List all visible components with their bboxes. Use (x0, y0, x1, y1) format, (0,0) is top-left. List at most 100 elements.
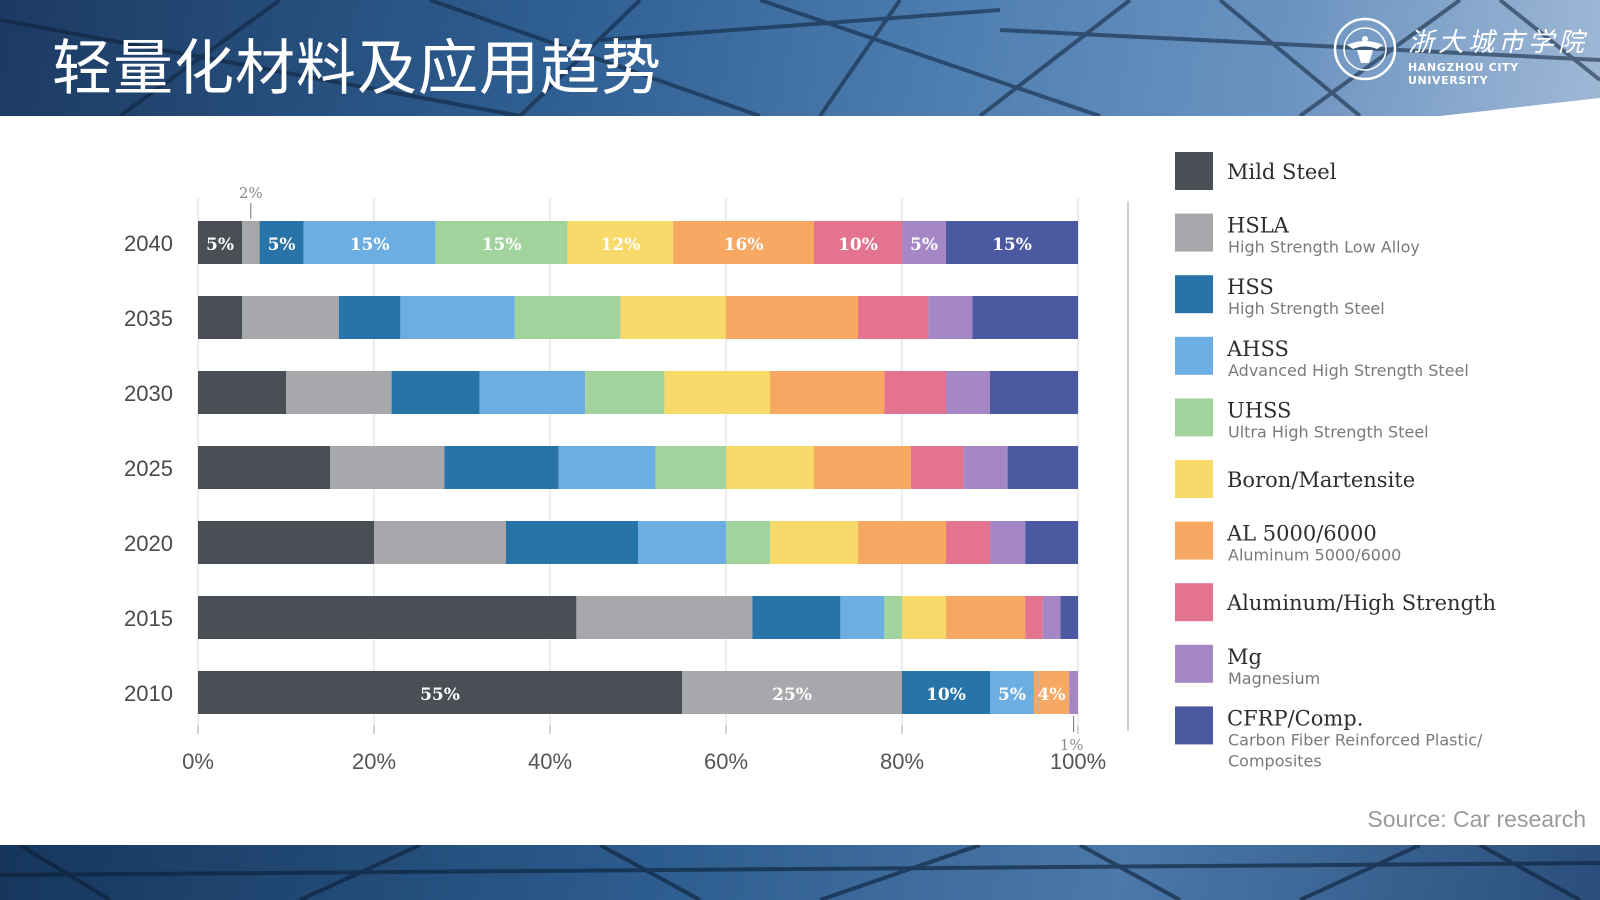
bar-segment (1025, 521, 1078, 564)
bar-segment (928, 296, 973, 339)
university-name-en: HANGZHOU CITY UNIVERSITY (1408, 61, 1519, 87)
bar-segment (752, 596, 841, 639)
legend-swatch (1175, 336, 1213, 375)
bar-segment (330, 446, 445, 489)
legend-swatch (1175, 521, 1213, 560)
university-seal-icon (1333, 17, 1397, 81)
bar-segment (990, 371, 1078, 414)
x-tick-label: 0% (182, 749, 214, 774)
bar-segment (902, 596, 946, 639)
legend-subtitle: Aluminum 5000/6000 (1228, 546, 1401, 565)
bar-segment (946, 221, 1078, 264)
bar-segment (638, 521, 726, 564)
data-label: 5% (998, 685, 1026, 705)
data-label: 15% (350, 235, 390, 255)
bar-segment (198, 371, 286, 414)
legend-swatch (1175, 644, 1213, 683)
bar-segment (374, 521, 506, 564)
data-label: 5% (910, 235, 938, 255)
data-label: 4% (1038, 685, 1066, 705)
legend-swatch (1175, 275, 1213, 314)
category-label: 2020 (124, 531, 173, 556)
category-label: 2040 (124, 231, 173, 256)
bar-segment (585, 371, 665, 414)
bar-segment (1042, 596, 1061, 639)
data-label: 5% (206, 235, 234, 255)
bar-segment (726, 521, 770, 564)
bar-segment (884, 596, 902, 639)
bar-segment (514, 296, 621, 339)
annotation-label: 2% (239, 184, 263, 202)
bar-segment (198, 296, 242, 339)
legend-subtitle: Carbon Fiber Reinforced Plastic/ (1228, 730, 1483, 749)
bar-segment (902, 671, 990, 714)
legend-subtitle: Magnesium (1228, 669, 1320, 688)
legend-label: UHSS (1227, 398, 1291, 422)
bar-segment (946, 371, 990, 414)
bar-segment (884, 371, 946, 414)
bar-segment (972, 296, 1078, 339)
legend-swatch (1175, 398, 1213, 437)
data-label: 12% (600, 235, 640, 255)
legend-label: AL 5000/6000 (1226, 522, 1377, 546)
data-label: 15% (992, 235, 1032, 255)
bar-segment (1060, 596, 1078, 639)
legend-swatch (1175, 583, 1213, 622)
category-label: 2025 (124, 456, 173, 481)
data-label: 15% (482, 235, 522, 255)
data-label: 16% (724, 235, 764, 255)
bar-segment (338, 296, 401, 339)
bar-segment (391, 371, 480, 414)
category-label: 2010 (124, 681, 173, 706)
materials-stacked-bar-chart: 0% 20% 40% 60% 80% 100% 2040 5% 5% 15% 15% 12% 16% 10… (124, 152, 1496, 774)
source-note: Source: Car research (1367, 806, 1586, 832)
data-label: 25% (772, 685, 812, 705)
bar-segment (946, 596, 1026, 639)
legend-label: Boron/Martensite (1227, 468, 1415, 492)
bar-segment (726, 296, 858, 339)
data-label: 10% (838, 235, 878, 255)
x-tick-label: 20% (352, 749, 396, 774)
legend-swatch (1175, 152, 1213, 190)
bar-segment (198, 596, 577, 639)
bar-segment (990, 671, 1034, 714)
bar-segment (902, 221, 946, 264)
bar-segment (198, 446, 330, 489)
bar-segment (814, 221, 902, 264)
bar-segment (770, 521, 858, 564)
bar-segment (444, 446, 559, 489)
legend-label: HSS (1227, 275, 1274, 299)
bar-segment (400, 296, 515, 339)
legend-subtitle: Ultra High Strength Steel (1228, 422, 1429, 441)
legend-label: HSLA (1227, 214, 1290, 238)
x-tick-label: 100% (1050, 749, 1106, 774)
bar-segment (726, 446, 814, 489)
bar-segment (198, 671, 682, 714)
legend-swatch (1175, 213, 1213, 252)
bar-segment (963, 446, 1008, 489)
bar-segment (664, 371, 770, 414)
bar-segment (1007, 446, 1078, 489)
legend-subtitle: Advanced High Strength Steel (1228, 361, 1469, 380)
bar-segment (858, 521, 946, 564)
bar-segment (198, 521, 374, 564)
bar-segment (858, 296, 929, 339)
category-label: 2015 (124, 606, 173, 631)
bar-segment (620, 296, 726, 339)
legend-swatch (1175, 706, 1213, 745)
bar-segment (840, 596, 885, 639)
bar-segment (242, 221, 260, 264)
legend-label: CFRP/Comp. (1227, 706, 1363, 730)
lattice-background (0, 0, 1600, 116)
bar-segment (655, 446, 726, 489)
footer-lattice (0, 845, 1600, 900)
category-label: 2030 (124, 381, 173, 406)
annotation-label: 1% (1060, 736, 1084, 754)
legend-label: Mg (1227, 645, 1262, 669)
data-label: 10% (926, 685, 966, 705)
bar-segment (242, 296, 339, 339)
bar-segment (506, 521, 638, 564)
bar-segment (910, 446, 964, 489)
footer-banner (0, 845, 1600, 900)
bar-segment (1069, 671, 1078, 714)
